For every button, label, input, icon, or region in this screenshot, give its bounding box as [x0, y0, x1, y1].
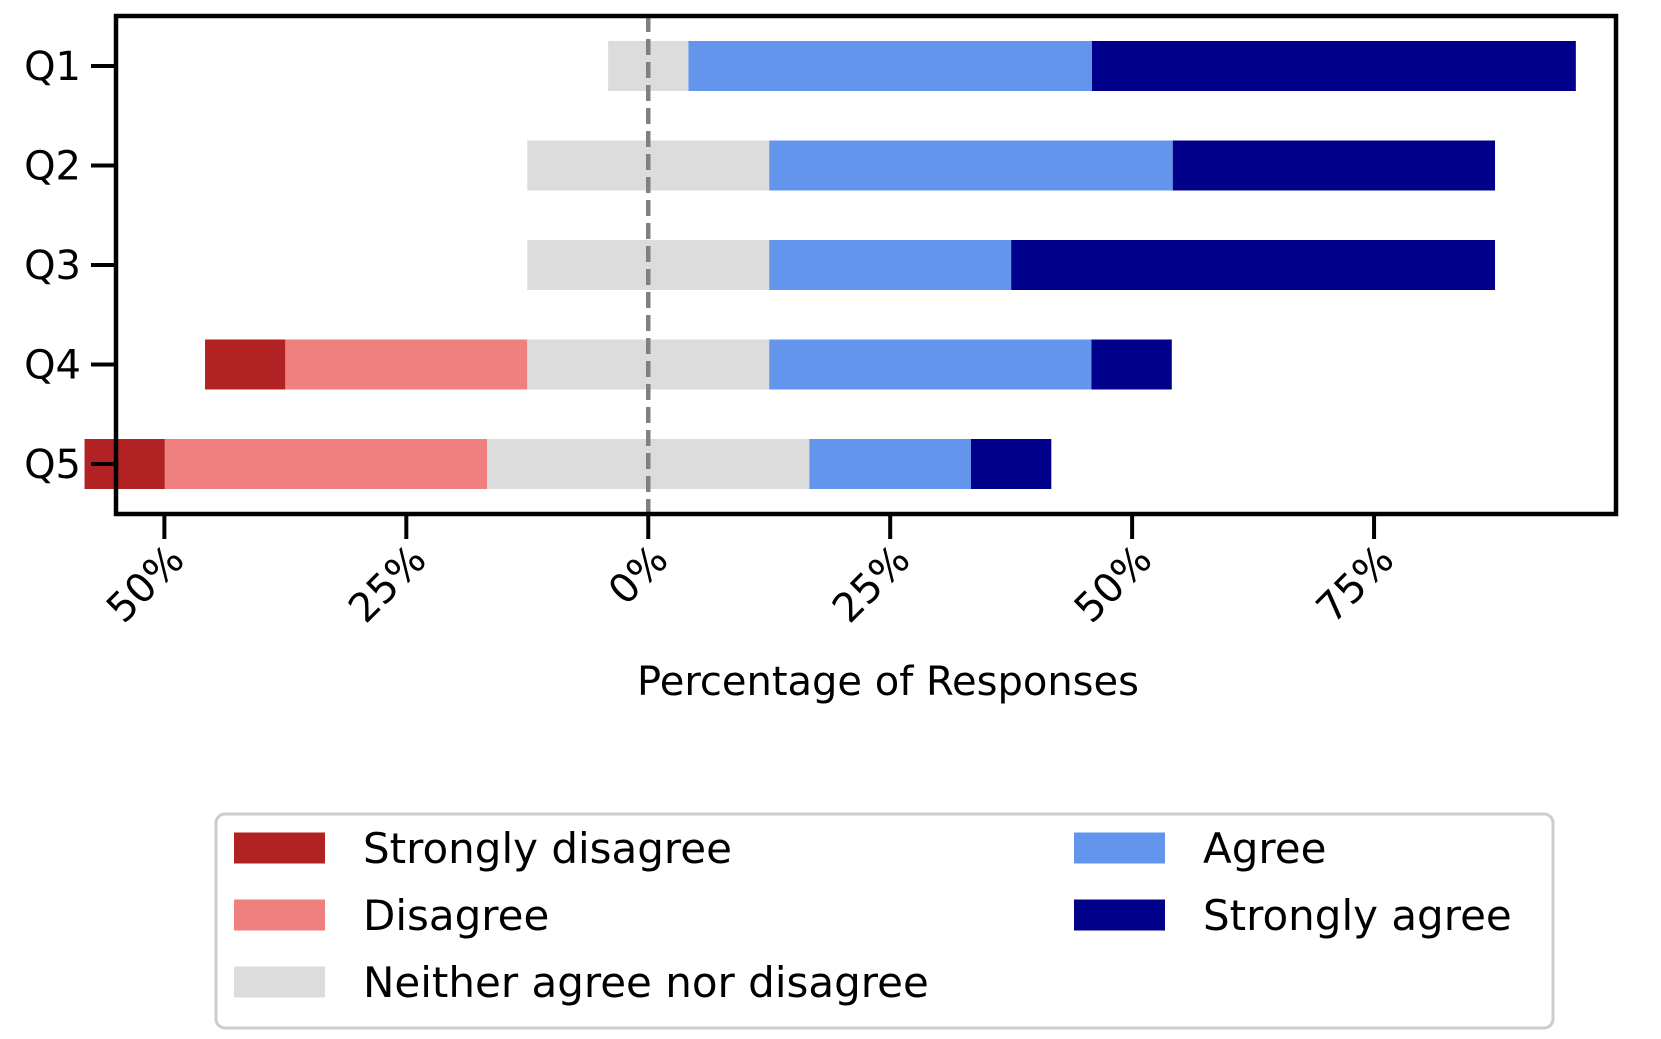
bar-q2-agree	[769, 140, 1173, 191]
bar-q3-agree	[769, 240, 1012, 290]
bar-q2-strongly-agree	[1172, 140, 1496, 191]
legend-swatch	[1074, 832, 1165, 864]
y-tick-label: Q5	[24, 442, 81, 488]
bar-q4-agree	[769, 339, 1092, 390]
y-tick-label: Q3	[24, 243, 81, 289]
legend-swatch	[234, 899, 325, 931]
bar-q4-strongly-disagree	[205, 339, 286, 390]
bar-q4-disagree	[285, 339, 528, 390]
x-tick-label: 0%	[600, 537, 677, 614]
legend-label: Strongly disagree	[363, 824, 732, 873]
legend-frame	[214, 812, 1555, 1030]
legend-swatch	[1074, 899, 1165, 931]
bar-q5-disagree	[164, 439, 488, 489]
bar-q3-strongly-agree	[1011, 240, 1496, 290]
legend-swatch	[234, 966, 325, 998]
bar-q4-strongly-agree	[1091, 339, 1172, 390]
legend-label: Neither agree nor disagree	[363, 958, 929, 1007]
legend-label: Strongly agree	[1203, 891, 1512, 940]
x-tick-label: 25%	[340, 537, 435, 632]
y-axis: Q1 Q2 Q3 Q4 Q5	[24, 44, 116, 488]
y-tick-label: Q1	[24, 44, 81, 90]
y-tick-label: Q2	[24, 144, 81, 190]
legend: Strongly disagree Disagree Neither agree n…	[214, 812, 1555, 1030]
bar-q1-agree	[688, 41, 1092, 91]
x-axis-title: Percentage of Responses	[637, 659, 1139, 705]
x-axis: 50% 25% 0% 25% 50% 75%	[98, 514, 1403, 632]
x-tick-label: 50%	[1066, 537, 1161, 632]
bar-q5-strongly-agree	[971, 439, 1052, 489]
legend-swatch	[234, 832, 325, 864]
legend-label: Disagree	[363, 891, 549, 940]
x-tick-label: 75%	[1308, 537, 1403, 632]
bar-q1-strongly-agree	[1091, 41, 1576, 91]
bars-layer	[84, 41, 1576, 489]
x-tick-label: 50%	[98, 537, 193, 632]
y-tick-label: Q4	[24, 343, 81, 389]
bar-q5-agree	[809, 439, 971, 489]
legend-label: Agree	[1203, 824, 1326, 873]
x-tick-label: 25%	[824, 537, 919, 632]
